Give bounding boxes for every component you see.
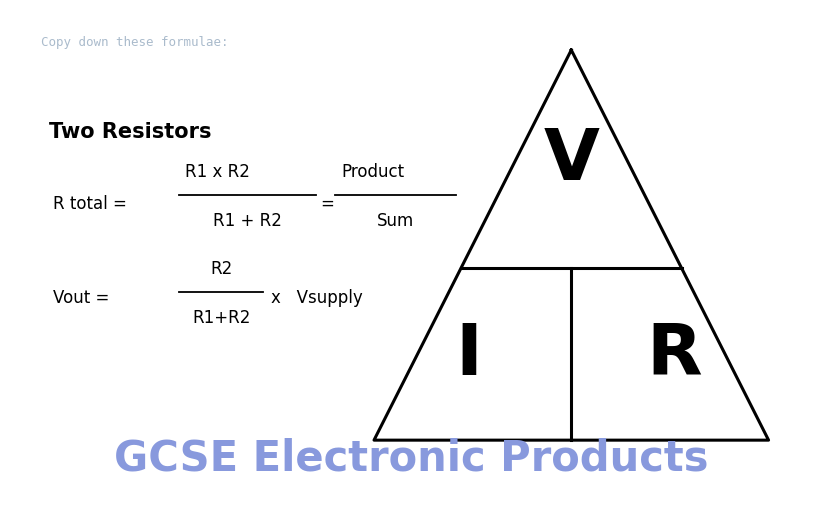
Text: R1 + R2: R1 + R2 bbox=[214, 211, 282, 229]
Text: I: I bbox=[455, 320, 483, 389]
Text: Copy down these formulae:: Copy down these formulae: bbox=[41, 36, 229, 48]
Text: R2: R2 bbox=[210, 260, 233, 277]
Text: R1 x R2: R1 x R2 bbox=[185, 163, 250, 181]
Text: R: R bbox=[646, 320, 702, 389]
Text: x   Vsupply: x Vsupply bbox=[271, 289, 363, 307]
Text: GCSE Electronic Products: GCSE Electronic Products bbox=[113, 437, 709, 478]
Text: Product: Product bbox=[341, 163, 404, 181]
Text: Vout =: Vout = bbox=[53, 289, 115, 307]
Text: Two Resistors: Two Resistors bbox=[49, 122, 212, 142]
Text: =: = bbox=[321, 194, 335, 213]
Text: V: V bbox=[543, 126, 599, 194]
Text: R1+R2: R1+R2 bbox=[192, 308, 251, 326]
Text: R total =: R total = bbox=[53, 194, 132, 213]
Text: Sum: Sum bbox=[377, 211, 414, 229]
